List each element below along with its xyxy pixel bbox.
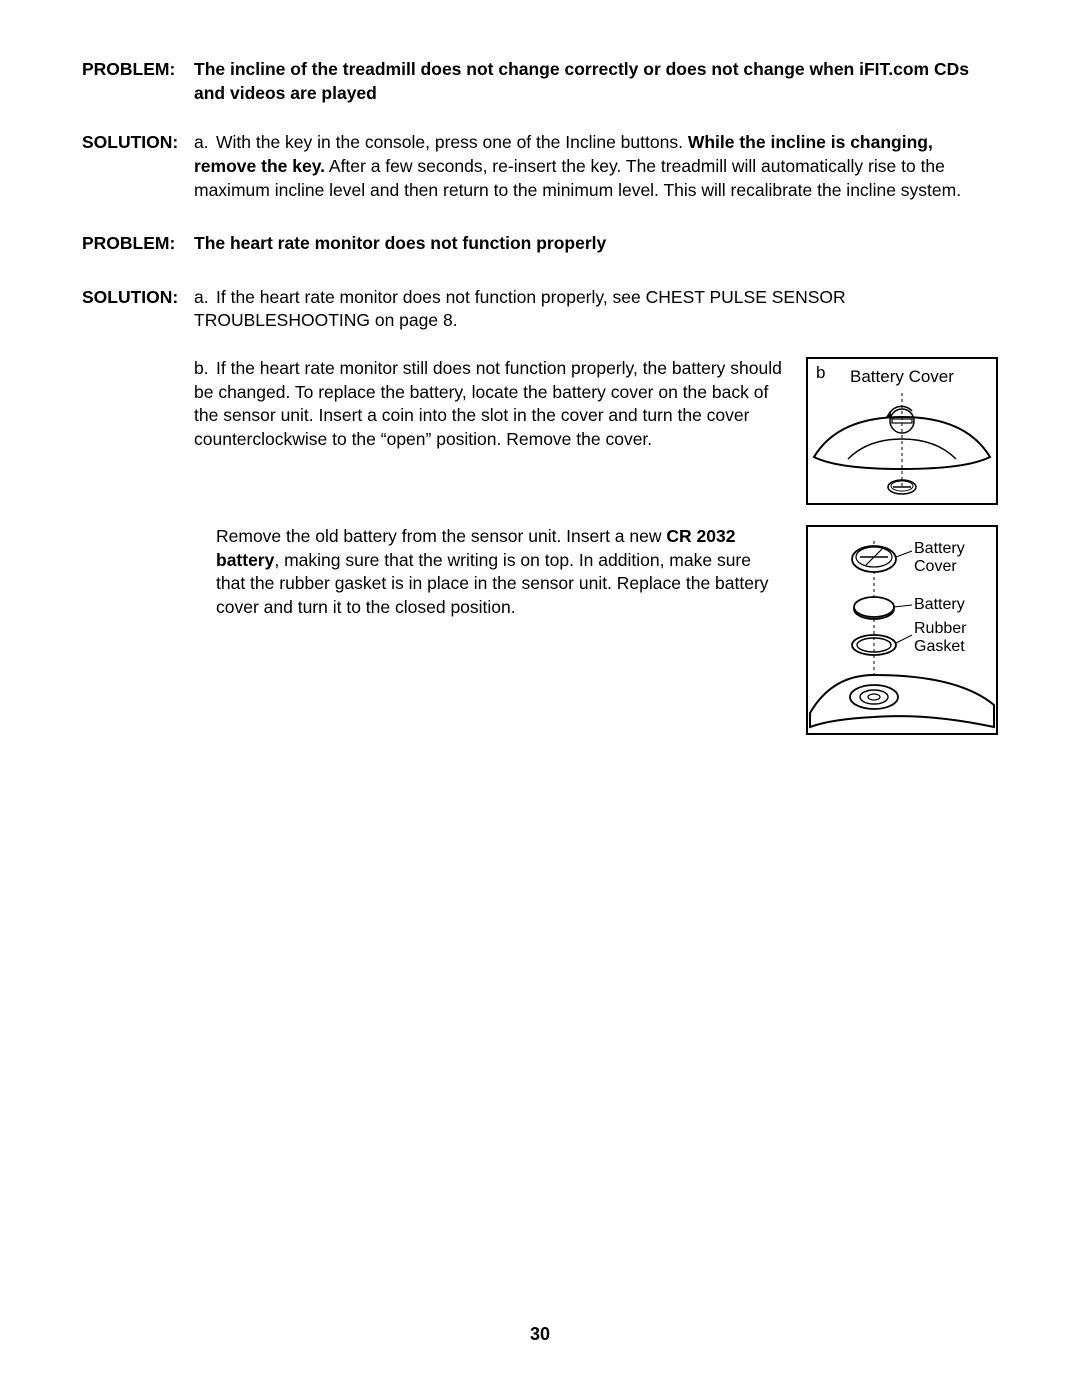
solution-hr-c-row: Remove the old battery from the sensor u…	[82, 525, 998, 735]
list-letter: a.	[194, 131, 216, 155]
label-battery: Battery	[914, 596, 965, 613]
solution-label: SOLUTION:	[82, 131, 194, 155]
problem-text: The heart rate monitor does not function…	[194, 232, 998, 256]
list-letter: b.	[194, 357, 216, 381]
figure-battery-cover: b Battery Cover	[806, 357, 998, 505]
figure-caption: Battery Cover	[850, 367, 954, 387]
solution-hr-a: SOLUTION: a.If the heart rate monitor do…	[82, 286, 998, 333]
battery-exploded-diagram-icon: Battery Cover Battery Rubber Gasket	[808, 527, 996, 733]
problem-incline: PROBLEM: The incline of the treadmill do…	[82, 58, 998, 105]
problem-label: PROBLEM:	[82, 58, 194, 82]
solution-body: a.With the key in the console, press one…	[194, 131, 998, 202]
problem-heart-rate: PROBLEM: The heart rate monitor does not…	[82, 232, 998, 256]
solution-body: a.If the heart rate monitor does not fun…	[194, 286, 998, 333]
solution-hr-b-row: b.If the heart rate monitor still does n…	[82, 357, 998, 505]
manual-page: PROBLEM: The incline of the treadmill do…	[0, 0, 1080, 1397]
list-letter: a.	[194, 286, 216, 310]
solution-hr-b-text: b.If the heart rate monitor still does n…	[82, 357, 782, 452]
solution-text: If the heart rate monitor does not funct…	[194, 287, 846, 331]
solution-text: If the heart rate monitor still does not…	[194, 358, 782, 449]
figure-battery-exploded: Battery Cover Battery Rubber Gasket	[806, 525, 998, 735]
label-rubber-gasket: Rubber Gasket	[914, 620, 971, 655]
label-battery-cover: Battery Cover	[914, 540, 969, 575]
solution-incline: SOLUTION: a.With the key in the console,…	[82, 131, 998, 202]
solution-text-post: , making sure that the writing is on top…	[216, 550, 769, 617]
solution-text-pre: With the key in the console, press one o…	[216, 132, 688, 152]
problem-text: The incline of the treadmill does not ch…	[194, 58, 998, 105]
figure-tag: b	[816, 363, 825, 383]
page-number: 30	[0, 1324, 1080, 1345]
solution-hr-c-text: Remove the old battery from the sensor u…	[82, 525, 782, 620]
problem-label: PROBLEM:	[82, 232, 194, 256]
solution-text-pre: Remove the old battery from the sensor u…	[216, 526, 666, 546]
solution-label: SOLUTION:	[82, 286, 194, 310]
